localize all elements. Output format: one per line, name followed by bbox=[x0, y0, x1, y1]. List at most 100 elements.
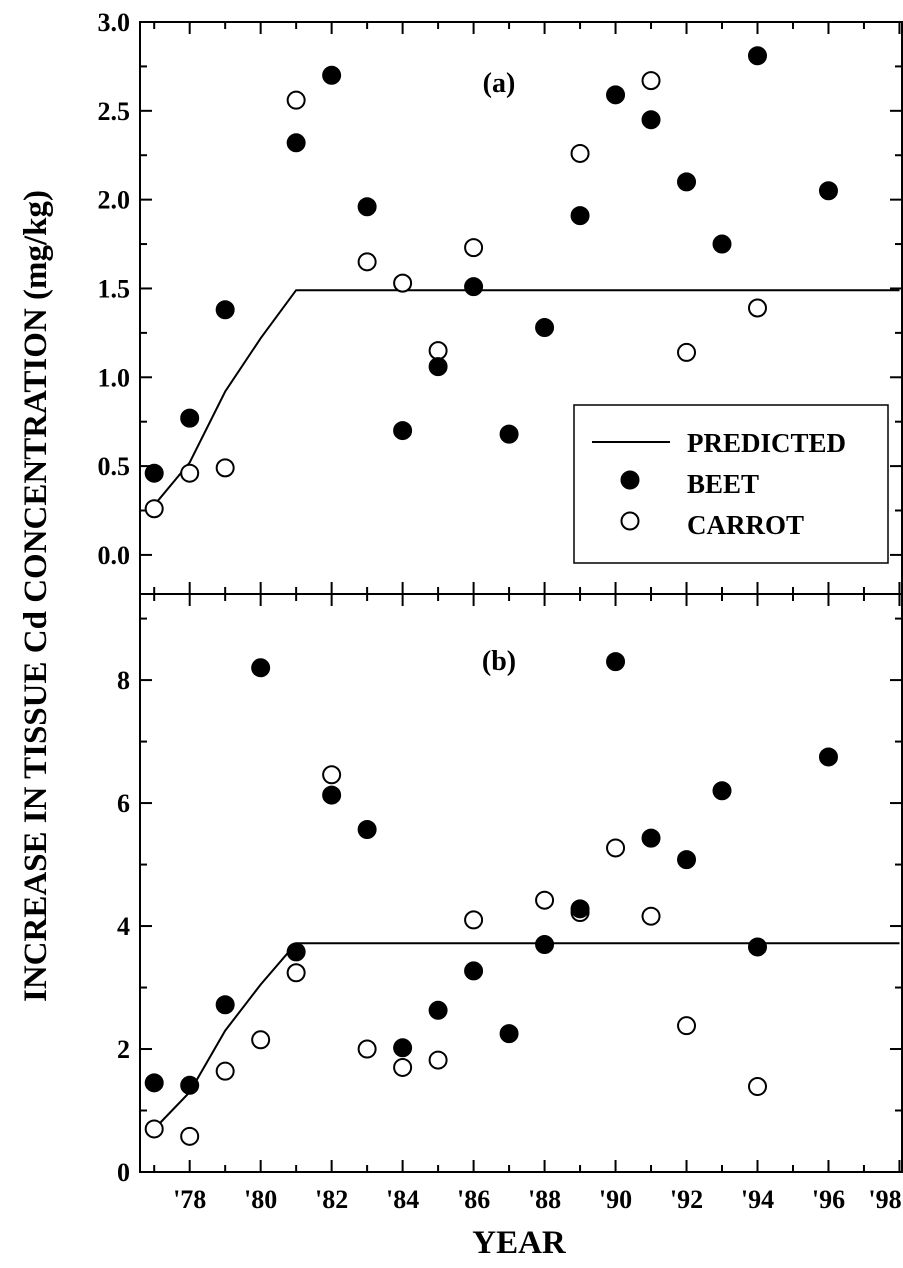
beet-point bbox=[535, 318, 555, 338]
beet-point bbox=[641, 110, 661, 130]
carrot-point bbox=[641, 906, 661, 926]
carrot-point bbox=[428, 341, 448, 361]
y-tick-label: 2 bbox=[117, 1035, 130, 1064]
carrot-point bbox=[606, 838, 626, 858]
y-tick-label: 0.5 bbox=[98, 452, 131, 481]
beet-point bbox=[464, 961, 484, 981]
x-tick-label: '98 bbox=[868, 1185, 901, 1214]
beet-point bbox=[712, 234, 732, 254]
x-tick-label: '90 bbox=[599, 1185, 632, 1214]
beet-point bbox=[677, 172, 697, 192]
beet-point bbox=[606, 652, 626, 672]
carrot-point bbox=[144, 1119, 164, 1139]
beet-point bbox=[818, 181, 838, 201]
carrot-point bbox=[215, 1061, 235, 1081]
carrot-point bbox=[357, 252, 377, 272]
y-axis-title: INCREASE IN TISSUE Cd CONCENTRATION (mg/… bbox=[18, 190, 54, 1002]
carrot-point bbox=[747, 298, 767, 318]
carrot-point bbox=[322, 765, 342, 785]
legend-predicted-label: PREDICTED bbox=[687, 428, 846, 458]
beet-point bbox=[535, 934, 555, 954]
carrot-point bbox=[251, 1030, 271, 1050]
beet-point bbox=[215, 300, 235, 320]
beet-point bbox=[499, 424, 519, 444]
beet-point bbox=[464, 277, 484, 297]
beet-point bbox=[818, 747, 838, 767]
axis-text: 0.0 0.5 1.0 1.5 2.0 2.5 3.0 (a) 0 2 4 6 8 (b) '78 '80 '8… bbox=[98, 8, 902, 1214]
beet-point bbox=[357, 197, 377, 217]
beet-point bbox=[747, 46, 767, 66]
x-tick-label: '80 bbox=[244, 1185, 277, 1214]
beet-point bbox=[747, 937, 767, 957]
panel-frame bbox=[139, 593, 903, 1173]
beet-point bbox=[393, 1038, 413, 1058]
beet-point bbox=[499, 1024, 519, 1044]
y-tick-label: 0 bbox=[117, 1158, 130, 1187]
carrot-point bbox=[393, 1057, 413, 1077]
beet-point bbox=[393, 421, 413, 441]
beet-point bbox=[428, 357, 448, 377]
carrot-point bbox=[286, 90, 306, 110]
x-tick-label: '86 bbox=[457, 1185, 490, 1214]
carrot-point bbox=[180, 463, 200, 483]
beet-point bbox=[144, 1073, 164, 1093]
y-tick-label: 2.5 bbox=[98, 97, 131, 126]
beet-point bbox=[144, 463, 164, 483]
carrot-point bbox=[357, 1039, 377, 1059]
y-tick-label: 8 bbox=[117, 666, 130, 695]
carrot-point bbox=[144, 499, 164, 519]
carrot-point bbox=[215, 458, 235, 478]
panel-label: (b) bbox=[482, 646, 516, 677]
x-tick-label: '96 bbox=[812, 1185, 845, 1214]
panel-label: (a) bbox=[483, 68, 516, 99]
panel-frames bbox=[139, 21, 903, 1173]
legend-beet-symbol bbox=[620, 470, 640, 490]
axis-ticks bbox=[140, 21, 902, 1173]
x-tick-label: '78 bbox=[173, 1185, 206, 1214]
carrot-point bbox=[393, 273, 413, 293]
predicted-line bbox=[153, 942, 900, 1130]
x-tick-label: '92 bbox=[670, 1185, 703, 1214]
carrot-point bbox=[641, 71, 661, 91]
carrot-point bbox=[286, 963, 306, 983]
carrot-point bbox=[677, 1016, 697, 1036]
carrot-point bbox=[464, 238, 484, 258]
x-tick-label: '82 bbox=[315, 1185, 348, 1214]
beet-point bbox=[180, 1075, 200, 1095]
x-axis-title: YEAR bbox=[472, 1225, 567, 1261]
x-tick-label: '94 bbox=[741, 1185, 774, 1214]
x-tick-label: '84 bbox=[386, 1185, 419, 1214]
beet-point bbox=[215, 995, 235, 1015]
beet-point bbox=[712, 781, 732, 801]
carrot-point bbox=[535, 890, 555, 910]
beet-point bbox=[570, 206, 590, 226]
y-tick-label: 1.5 bbox=[98, 274, 131, 303]
legend: PREDICTED BEET CARROT bbox=[573, 404, 889, 564]
beet-point bbox=[322, 65, 342, 85]
y-tick-label: 4 bbox=[117, 912, 130, 941]
beet-point bbox=[428, 1000, 448, 1020]
beet-point bbox=[606, 85, 626, 105]
beet-point bbox=[286, 133, 306, 153]
beet-point bbox=[357, 820, 377, 840]
y-tick-label: 2.0 bbox=[98, 186, 131, 215]
carrot-point bbox=[747, 1077, 767, 1097]
beet-point bbox=[570, 899, 590, 919]
legend-carrot-symbol bbox=[620, 511, 640, 531]
carrot-point bbox=[180, 1126, 200, 1146]
beet-point bbox=[677, 850, 697, 870]
legend-carrot-label: CARROT bbox=[687, 510, 804, 540]
beet-point bbox=[251, 658, 271, 678]
beet-point bbox=[286, 942, 306, 962]
y-tick-label: 6 bbox=[117, 789, 130, 818]
y-tick-label: 1.0 bbox=[98, 363, 131, 392]
beet-point bbox=[641, 828, 661, 848]
y-tick-label: 0.0 bbox=[98, 541, 131, 570]
carrot-point bbox=[428, 1050, 448, 1070]
y-tick-label: 3.0 bbox=[98, 8, 131, 37]
carrot-point bbox=[677, 342, 697, 362]
carrot-point bbox=[464, 910, 484, 930]
data-marks bbox=[144, 46, 900, 1146]
